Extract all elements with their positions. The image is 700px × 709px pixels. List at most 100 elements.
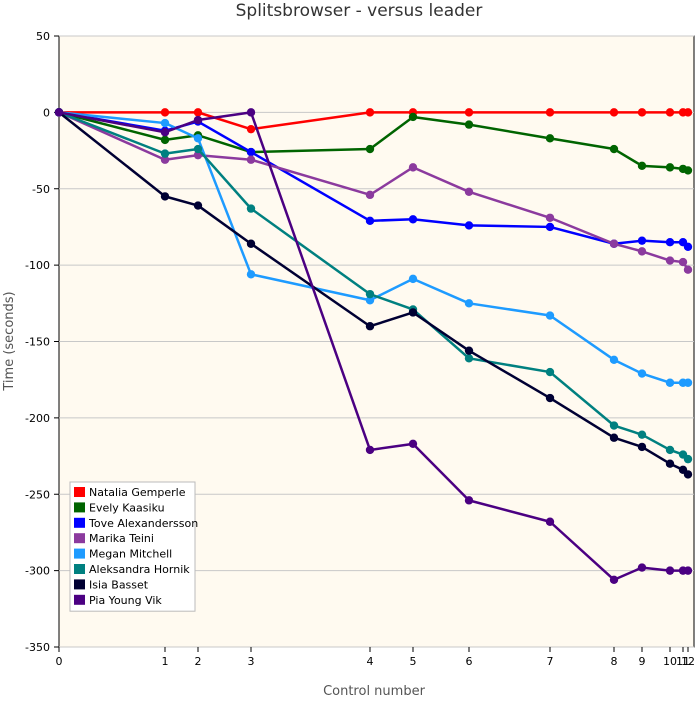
data-point[interactable] [366, 446, 374, 454]
legend-entry: Marika Teini [89, 532, 154, 545]
y-tick-label: -250 [25, 488, 50, 501]
y-tick-label: -100 [25, 259, 50, 272]
data-point[interactable] [610, 356, 618, 364]
data-point[interactable] [666, 379, 674, 387]
data-point[interactable] [546, 394, 554, 402]
legend-entry: Pia Young Vik [89, 594, 162, 607]
data-point[interactable] [161, 136, 169, 144]
data-point[interactable] [247, 125, 255, 133]
data-point[interactable] [666, 238, 674, 246]
y-axis-label: Time (seconds) [2, 291, 17, 391]
data-point[interactable] [366, 217, 374, 225]
data-point[interactable] [161, 128, 169, 136]
data-point[interactable] [161, 119, 169, 127]
data-point[interactable] [546, 368, 554, 376]
data-point[interactable] [247, 148, 255, 156]
x-tick-label: 1 [162, 655, 169, 668]
data-point[interactable] [465, 108, 473, 116]
data-point[interactable] [366, 290, 374, 298]
data-point[interactable] [465, 346, 473, 354]
data-point[interactable] [638, 108, 646, 116]
data-point[interactable] [465, 496, 473, 504]
legend-swatch [74, 502, 85, 512]
data-point[interactable] [684, 166, 692, 174]
y-tick-label: -50 [32, 183, 50, 196]
data-point[interactable] [610, 576, 618, 584]
data-point[interactable] [194, 145, 202, 153]
data-point[interactable] [610, 108, 618, 116]
data-point[interactable] [546, 214, 554, 222]
data-point[interactable] [546, 223, 554, 231]
data-point[interactable] [194, 116, 202, 124]
data-point[interactable] [409, 113, 417, 121]
data-point[interactable] [465, 120, 473, 128]
data-point[interactable] [194, 134, 202, 142]
data-point[interactable] [684, 566, 692, 574]
data-point[interactable] [161, 108, 169, 116]
data-point[interactable] [666, 108, 674, 116]
data-point[interactable] [409, 308, 417, 316]
data-point[interactable] [684, 108, 692, 116]
x-tick-label: 7 [547, 655, 554, 668]
data-point[interactable] [247, 108, 255, 116]
x-tick-label: 4 [367, 655, 374, 668]
data-point[interactable] [465, 221, 473, 229]
data-point[interactable] [638, 247, 646, 255]
data-point[interactable] [638, 162, 646, 170]
data-point[interactable] [366, 191, 374, 199]
data-point[interactable] [610, 434, 618, 442]
y-tick-label: -200 [25, 412, 50, 425]
data-point[interactable] [679, 258, 687, 266]
data-point[interactable] [684, 379, 692, 387]
data-point[interactable] [666, 460, 674, 468]
data-point[interactable] [638, 430, 646, 438]
data-point[interactable] [409, 215, 417, 223]
data-point[interactable] [409, 275, 417, 283]
data-point[interactable] [247, 156, 255, 164]
data-point[interactable] [684, 455, 692, 463]
data-point[interactable] [194, 108, 202, 116]
data-point[interactable] [546, 108, 554, 116]
data-point[interactable] [161, 192, 169, 200]
data-point[interactable] [684, 470, 692, 478]
x-axis-label: Control number [323, 684, 426, 699]
data-point[interactable] [666, 256, 674, 264]
data-point[interactable] [638, 443, 646, 451]
data-point[interactable] [55, 108, 63, 116]
legend-swatch [74, 579, 85, 589]
data-point[interactable] [638, 563, 646, 571]
data-point[interactable] [666, 566, 674, 574]
data-point[interactable] [409, 440, 417, 448]
data-point[interactable] [465, 354, 473, 362]
data-point[interactable] [638, 236, 646, 244]
x-tick-label: 5 [410, 655, 417, 668]
legend-swatch [74, 487, 85, 497]
data-point[interactable] [366, 322, 374, 330]
data-point[interactable] [194, 201, 202, 209]
chart-svg: Splitsbrowser - versus leader 500-50-100… [0, 0, 700, 709]
y-tick-label: -350 [25, 641, 50, 654]
data-point[interactable] [684, 243, 692, 251]
legend-swatch [74, 595, 85, 605]
data-point[interactable] [610, 240, 618, 248]
legend-swatch [74, 549, 85, 559]
data-point[interactable] [465, 188, 473, 196]
data-point[interactable] [638, 369, 646, 377]
legend-entry: Megan Mitchell [89, 548, 172, 561]
data-point[interactable] [366, 108, 374, 116]
data-point[interactable] [546, 311, 554, 319]
data-point[interactable] [465, 299, 473, 307]
data-point[interactable] [684, 266, 692, 274]
data-point[interactable] [610, 421, 618, 429]
data-point[interactable] [409, 163, 417, 171]
data-point[interactable] [247, 204, 255, 212]
data-point[interactable] [247, 270, 255, 278]
data-point[interactable] [247, 240, 255, 248]
data-point[interactable] [366, 145, 374, 153]
data-point[interactable] [546, 134, 554, 142]
data-point[interactable] [610, 145, 618, 153]
data-point[interactable] [546, 518, 554, 526]
data-point[interactable] [161, 149, 169, 157]
data-point[interactable] [666, 163, 674, 171]
data-point[interactable] [666, 446, 674, 454]
